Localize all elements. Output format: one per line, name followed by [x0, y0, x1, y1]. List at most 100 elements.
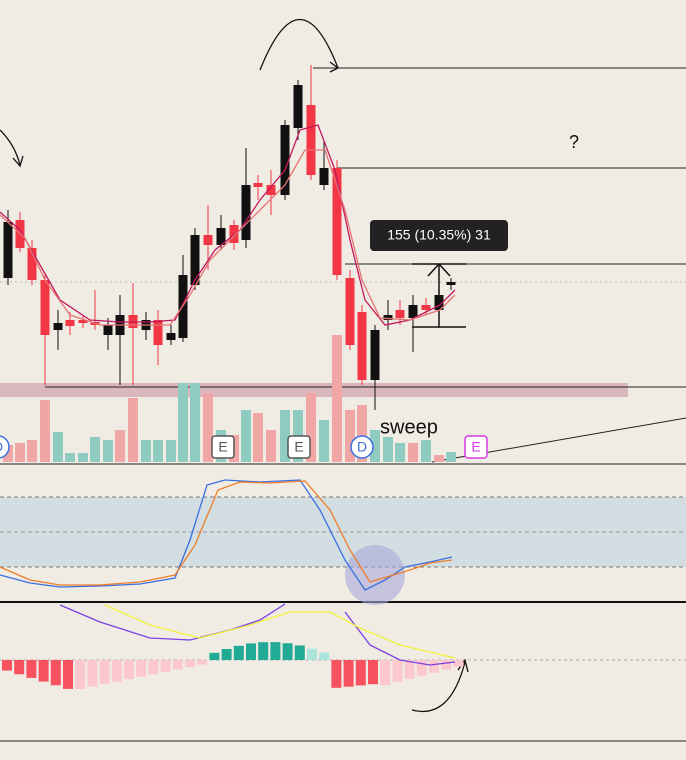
candle-body — [253, 183, 263, 187]
candle-body — [383, 315, 393, 320]
volume-bar — [383, 437, 393, 462]
volume-bar — [178, 383, 188, 462]
macd-bar — [392, 660, 403, 682]
macd-bar — [160, 660, 171, 672]
macd-bar — [26, 660, 37, 678]
macd-bar — [75, 660, 86, 689]
macd-bar — [282, 643, 293, 660]
macd-bar — [355, 660, 366, 686]
candle-body — [166, 333, 176, 340]
macd-bar — [99, 660, 110, 685]
volume-bar — [357, 405, 367, 462]
candle-body — [345, 278, 355, 345]
macd-line — [344, 611, 456, 666]
signal-line — [104, 604, 456, 659]
macd-bar — [233, 645, 244, 660]
macd-bar — [148, 660, 159, 675]
volume-bar — [280, 410, 290, 462]
macd-bar — [258, 642, 269, 660]
volume-bar — [141, 440, 151, 462]
macd-bar — [294, 645, 305, 660]
volume-bar — [53, 432, 63, 462]
candle-body — [216, 228, 226, 245]
macd-bar — [209, 652, 220, 660]
macd-bar — [404, 660, 415, 679]
candle-body — [65, 320, 75, 326]
event-marker — [0, 435, 10, 459]
volume-bar — [190, 383, 200, 462]
event-marker — [464, 435, 488, 459]
volume-bar — [27, 440, 37, 462]
candle-body — [357, 312, 367, 380]
volume-bar — [90, 437, 100, 462]
volume-bar — [446, 452, 456, 462]
macd-bar — [185, 660, 195, 667]
candle-body — [434, 295, 444, 310]
arc-arrow — [411, 658, 469, 712]
tooltip-box — [370, 220, 508, 251]
event-marker — [287, 435, 311, 459]
volume-bar — [65, 453, 75, 462]
candle-body — [40, 280, 50, 335]
volume-bar — [78, 453, 88, 462]
macd-bar — [136, 660, 147, 677]
volume-bar — [153, 440, 163, 462]
volume-bar — [15, 443, 25, 462]
volume-bar — [203, 393, 213, 462]
macd-bar — [14, 660, 25, 675]
candle-body — [421, 305, 431, 310]
candle-body — [408, 305, 418, 318]
candle-body — [280, 125, 290, 195]
macd-bar — [380, 660, 391, 685]
ma-line — [0, 149, 456, 326]
macd-bar — [87, 660, 98, 687]
macd-bar — [441, 660, 452, 670]
question-label: ? — [569, 132, 579, 152]
macd-bar — [343, 660, 354, 687]
candle-body — [370, 330, 380, 380]
macd-bar — [453, 660, 464, 667]
sweep-label: sweep — [380, 416, 438, 438]
highlight-circle — [345, 545, 405, 605]
macd-bar — [50, 660, 61, 686]
macd-bar — [246, 643, 256, 660]
volume-bar — [128, 398, 138, 462]
event-marker — [211, 435, 235, 459]
macd-bar — [416, 660, 427, 676]
candle-body — [53, 323, 63, 330]
arrow-head — [329, 61, 340, 73]
macd-bar — [221, 649, 232, 660]
candle-body — [293, 85, 303, 128]
stoch-d — [0, 480, 453, 586]
event-marker — [350, 435, 374, 459]
macd-bar — [38, 660, 49, 682]
candle-body — [103, 325, 113, 335]
macd-bar — [63, 660, 73, 689]
volume-bar — [345, 410, 355, 462]
volume-bar — [253, 413, 263, 462]
macd-bar — [2, 660, 12, 671]
volume-bar — [370, 430, 380, 462]
volume-bar — [266, 430, 276, 462]
macd-bar — [331, 660, 342, 688]
event-label: D — [0, 439, 3, 455]
candle-body — [306, 105, 316, 175]
ma-line — [0, 124, 456, 326]
volume-bar — [3, 445, 13, 462]
macd-bar — [307, 648, 317, 660]
volume-bar — [241, 410, 251, 462]
candle-body — [395, 310, 405, 318]
macd-bar — [111, 660, 122, 682]
volume-bar — [103, 440, 113, 462]
macd-bar — [270, 642, 281, 660]
candle-body — [153, 320, 163, 345]
macd-bar — [319, 652, 330, 660]
candle-body — [27, 248, 37, 280]
volume-bar — [40, 400, 50, 462]
volume-bar — [434, 455, 444, 462]
candle-body — [203, 235, 213, 245]
candle-body — [332, 168, 342, 275]
candle-body — [266, 185, 276, 195]
macd-bar — [124, 660, 134, 680]
